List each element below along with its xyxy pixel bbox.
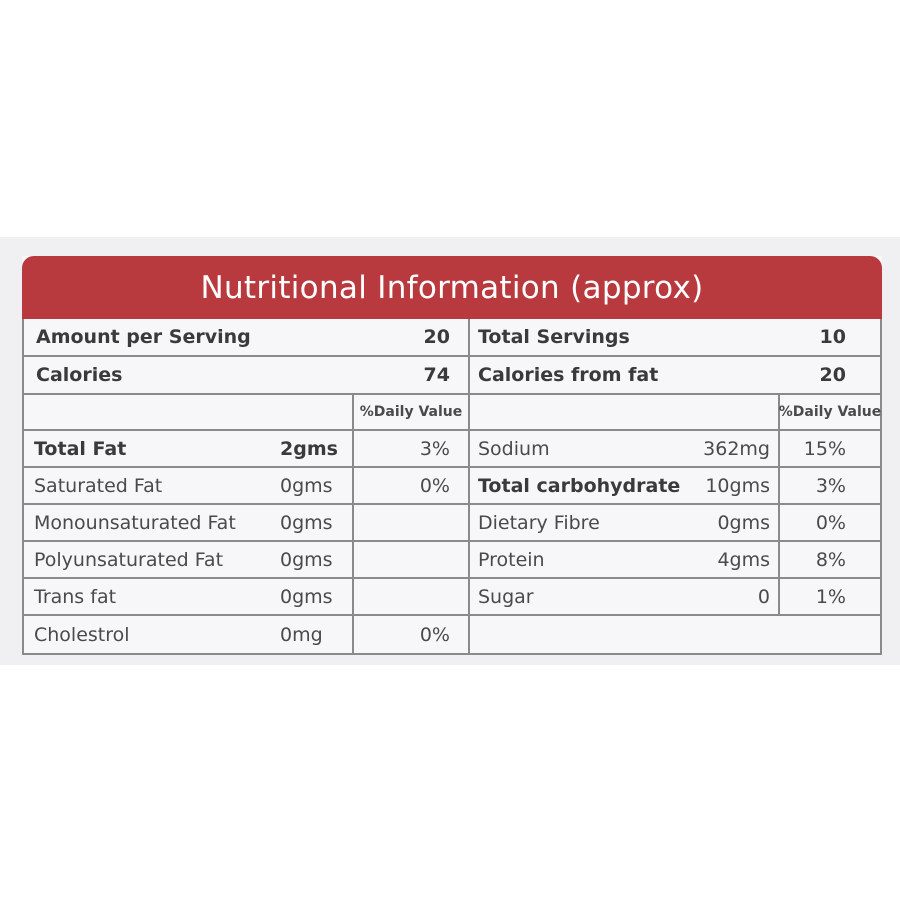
nutrient-daily-value: 3% (419, 437, 450, 460)
nutrient-row-dietary-fibre: Dietary Fibre 0gms 0% (470, 505, 880, 542)
nutrient-row-protein: Protein 4gms 8% (470, 542, 880, 579)
total-servings-value: 10 (819, 326, 846, 348)
nutrient-amount: 2gms (280, 437, 338, 460)
amount-per-serving-label: Amount per Serving (36, 326, 251, 348)
column-divider (352, 505, 354, 540)
nutrient-name: Monounsaturated Fat (34, 511, 236, 534)
column-divider (352, 468, 354, 503)
nutrient-row-monounsaturated-fat: Monounsaturated Fat 0gms (24, 505, 468, 542)
calories-value: 74 (423, 364, 450, 386)
nutrient-amount: 0gms (717, 511, 770, 534)
nutrient-daily-value: 15% (803, 437, 846, 460)
calories-from-fat-row: Calories from fat 20 (470, 357, 880, 395)
nutrient-row-total-fat: Total Fat 2gms 3% (24, 431, 468, 468)
nutrient-row-sugar: Sugar 0 1% (470, 579, 880, 616)
nutrient-amount: 4gms (717, 548, 770, 571)
column-divider (352, 431, 354, 466)
nutrient-name: Saturated Fat (34, 474, 163, 497)
column-divider (778, 542, 780, 577)
nutrient-amount: 0gms (280, 548, 333, 571)
nutrient-amount: 0mg (280, 623, 323, 646)
amount-per-serving-row: Amount per Serving 20 (24, 319, 468, 357)
nutrient-name: Trans fat (34, 585, 117, 608)
nutrient-daily-value: 8% (815, 548, 846, 571)
nutrition-title: Nutritional Information (approx) (22, 256, 882, 319)
nutrient-row-sodium: Sodium 362mg 15% (470, 431, 880, 468)
column-divider (352, 579, 354, 614)
calories-from-fat-label: Calories from fat (478, 364, 659, 386)
nutrient-row-saturated-fat: Saturated Fat 0gms 0% (24, 468, 468, 505)
nutrient-row-cholestrol: Cholestrol 0mg 0% (24, 616, 468, 653)
column-divider (352, 616, 354, 653)
nutrient-row-total-carbohydrate: Total carbohydrate 10gms 3% (470, 468, 880, 505)
daily-value-header: %Daily Value (778, 404, 882, 420)
daily-value-header-row: %Daily Value (24, 395, 468, 431)
nutrient-amount: 0 (757, 585, 770, 608)
nutrient-name: Dietary Fibre (478, 511, 600, 534)
nutrient-name: Protein (478, 548, 545, 571)
column-divider (778, 579, 780, 614)
right-nutrient-table: Total Servings 10 Calories from fat 20 %… (470, 319, 882, 655)
nutrient-name: Total Fat (34, 437, 127, 460)
nutrient-amount: 0gms (280, 585, 333, 608)
nutrient-name: Sodium (478, 437, 550, 460)
nutrient-name: Polyunsaturated Fat (34, 548, 224, 571)
column-divider (778, 468, 780, 503)
daily-value-header: %Daily Value (359, 404, 463, 420)
nutrient-amount: 0gms (280, 474, 333, 497)
total-servings-row: Total Servings 10 (470, 319, 880, 357)
total-servings-label: Total Servings (478, 326, 630, 348)
column-divider (778, 395, 780, 429)
column-divider (352, 542, 354, 577)
nutrient-daily-value: 3% (815, 474, 846, 497)
nutrient-daily-value: 0% (419, 623, 450, 646)
nutrient-amount: 0gms (280, 511, 333, 534)
nutrient-amount: 10gms (705, 474, 770, 497)
calories-label: Calories (36, 364, 123, 386)
column-divider (778, 505, 780, 540)
nutrient-daily-value: 0% (419, 474, 450, 497)
calories-from-fat-value: 20 (819, 364, 846, 386)
nutrient-name: Cholestrol (34, 623, 130, 646)
nutrient-daily-value: 0% (815, 511, 846, 534)
nutrient-name: Sugar (478, 585, 534, 608)
empty-row (470, 616, 880, 653)
nutrient-row-trans-fat: Trans fat 0gms (24, 579, 468, 616)
column-divider (352, 395, 354, 429)
column-divider (778, 431, 780, 466)
amount-per-serving-value: 20 (423, 326, 450, 348)
nutrient-name: Total carbohydrate (478, 474, 681, 497)
nutrient-row-polyunsaturated-fat: Polyunsaturated Fat 0gms (24, 542, 468, 579)
left-nutrient-table: Amount per Serving 20 Calories 74 %Daily… (22, 319, 470, 655)
nutrient-amount: 362mg (703, 437, 770, 460)
calories-row: Calories 74 (24, 357, 468, 395)
nutrient-daily-value: 1% (815, 585, 846, 608)
daily-value-header-row: %Daily Value (470, 395, 882, 431)
